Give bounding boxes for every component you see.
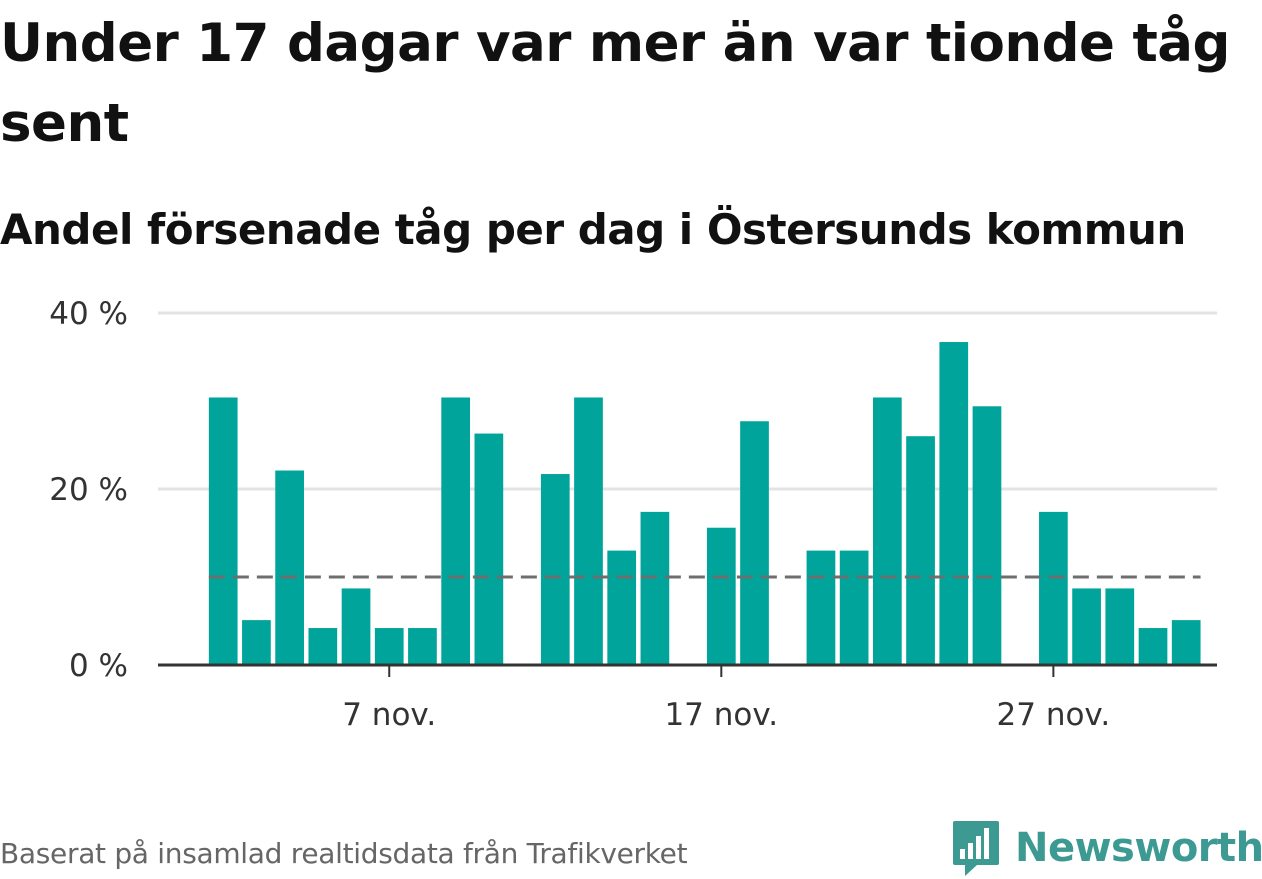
x-tick-label: 17 nov. (664, 697, 778, 733)
bar (574, 397, 603, 665)
bar (341, 588, 371, 665)
y-tick-label: 0 % (69, 648, 128, 684)
y-tick-label: 20 % (49, 472, 128, 508)
bar (1138, 628, 1168, 665)
bars (208, 342, 1201, 665)
bar (640, 511, 670, 665)
bar (806, 550, 836, 665)
bar (1171, 620, 1201, 665)
bar (706, 527, 736, 665)
bar (972, 406, 1002, 665)
bar (540, 474, 570, 665)
bar (441, 397, 471, 665)
x-tick-label: 7 nov. (342, 697, 436, 733)
newsworthy-logo: Newsworthy (951, 818, 1262, 878)
bar (872, 397, 902, 665)
bar (474, 433, 504, 665)
bar-chart: 0 % 20 % 40 % 7 nov. 17 nov. 27 nov. (49, 296, 1217, 733)
bar (308, 628, 338, 665)
chart-title: Under 17 dagar var mer än var tionde tåg… (0, 13, 1230, 154)
x-tick-label: 27 nov. (997, 697, 1111, 733)
chart-subtitle: Andel försenade tåg per dag i Östersunds… (0, 205, 1186, 254)
bar (374, 628, 404, 665)
bar (208, 397, 238, 665)
bar (275, 470, 304, 665)
bar (242, 620, 271, 665)
y-tick-label: 40 % (49, 296, 128, 332)
bar-chart-speech-bubble-icon (953, 821, 999, 876)
bar (939, 342, 969, 665)
bar (740, 421, 769, 665)
bar (607, 550, 637, 665)
bar (1039, 511, 1068, 665)
bar (1072, 588, 1101, 665)
x-axis (158, 663, 1217, 677)
source-note: Baserat på insamlad realtidsdata från Tr… (0, 837, 688, 870)
x-axis-labels: 7 nov. 17 nov. 27 nov. (342, 697, 1110, 733)
brand-name: Newsworthy (1015, 825, 1262, 871)
bar (839, 550, 869, 665)
grid-lines (158, 311, 1217, 491)
bar (408, 628, 437, 665)
bar (906, 436, 935, 665)
y-axis-labels: 0 % 20 % 40 % (49, 296, 128, 684)
bar (1105, 588, 1135, 665)
